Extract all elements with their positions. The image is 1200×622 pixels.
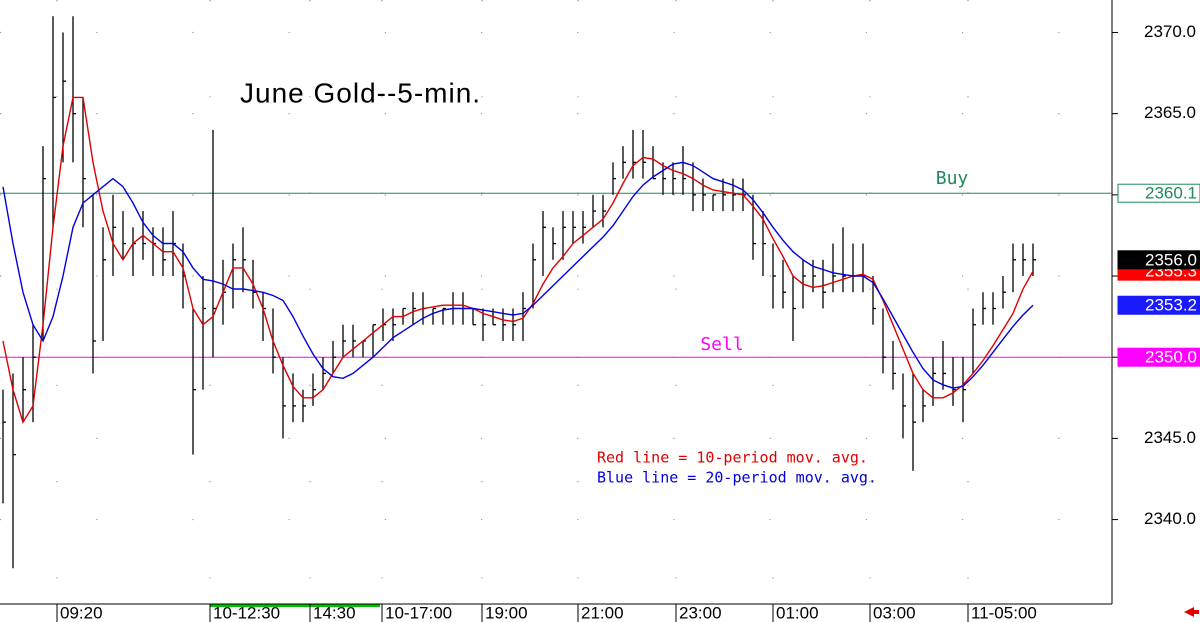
y-tick-label: 2340.0: [1144, 509, 1196, 528]
price-tag-label: 2350.0: [1145, 348, 1197, 367]
annotation: Blue line = 20-period mov. avg.: [597, 469, 877, 487]
price-tag: [1117, 250, 1200, 270]
x-tick-label: 14:30: [313, 603, 356, 622]
x-tick-label: 09:20: [60, 603, 103, 622]
y-tick-label: 2370.0: [1144, 22, 1196, 41]
annotation: Red line = 10-period mov. avg.: [597, 449, 868, 467]
x-tick-label: 11-05:00: [971, 603, 1037, 622]
x-tick-label: 23:00: [679, 603, 722, 622]
level-label: Sell: [700, 334, 743, 355]
moving-average-line: [2, 161, 1034, 389]
price-tag-label: 2356.0: [1145, 250, 1197, 269]
price-tag: [1117, 295, 1200, 315]
price-tag-label: 2360.1: [1145, 184, 1197, 203]
price-tag: [1117, 347, 1200, 367]
x-tick-label: 03:00: [873, 603, 916, 622]
session-marker: [210, 604, 380, 607]
moving-average-line: [2, 96, 1034, 424]
x-tick-label: 10-17:00: [385, 603, 452, 622]
x-tick-label: 01:00: [776, 603, 819, 622]
chart-title: June Gold--5-min.: [240, 77, 481, 108]
x-tick-label: 19:00: [485, 603, 528, 622]
y-tick-label: 2365.0: [1144, 103, 1196, 122]
x-tick-label: 21:00: [581, 603, 624, 622]
y-tick-label: 2345.0: [1144, 428, 1196, 447]
level-label: Buy: [936, 168, 969, 189]
price-tag: [1117, 183, 1200, 203]
scroll-arrow[interactable]: [1184, 607, 1199, 617]
x-tick-label: 10-12:30: [213, 603, 280, 622]
price-tag-label: 2353.2: [1145, 296, 1197, 315]
